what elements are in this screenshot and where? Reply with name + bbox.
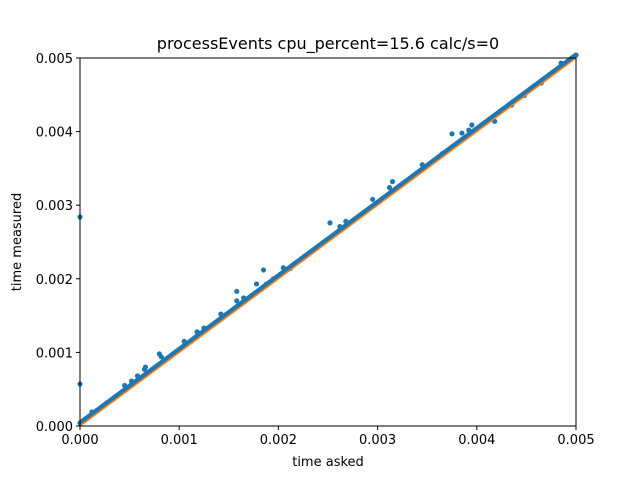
data-point [158, 354, 164, 360]
x-axis-ticks: 0.000 0.001 0.002 0.003 0.004 0.005 [61, 426, 595, 448]
data-point [327, 220, 333, 226]
data-point [234, 298, 240, 304]
x-tick-label: 0.004 [458, 433, 495, 448]
data-point [122, 382, 128, 389]
data-point [343, 218, 349, 224]
x-tick-label: 0.002 [260, 433, 297, 448]
x-tick-label: 0.005 [557, 433, 594, 448]
data-point [194, 329, 200, 335]
data-point [459, 130, 465, 136]
data-point [449, 131, 455, 137]
y-tick-label: 0.003 [36, 199, 73, 214]
y-tick-label: 0.002 [36, 273, 73, 288]
x-tick-label: 0.003 [359, 433, 396, 448]
data-point [234, 288, 240, 294]
x-tick-label: 0.000 [61, 433, 98, 448]
reference-line [79, 57, 577, 427]
data-point [260, 267, 267, 273]
data-point [439, 151, 445, 157]
x-tick-label: 0.001 [161, 433, 198, 448]
data-point [241, 295, 247, 301]
plot-frame [79, 57, 577, 427]
data-point [201, 325, 207, 331]
data-point [253, 281, 260, 287]
data-point [89, 409, 95, 415]
data-point [558, 60, 564, 66]
y-axis-ticks: 0.000 0.001 0.002 0.003 0.004 0.005 [36, 52, 80, 435]
data-point [386, 184, 393, 191]
y-tick-label: 0.000 [36, 420, 73, 435]
chart-title: processEvents cpu_percent=15.6 calc/s=0 [157, 34, 499, 54]
data-point [263, 281, 270, 287]
data-point [128, 378, 135, 384]
data-point [466, 127, 472, 133]
points-layer [77, 52, 579, 426]
y-tick-label: 0.004 [36, 126, 73, 141]
y-tick-label: 0.005 [36, 52, 73, 67]
data-point [181, 338, 187, 344]
data-point [270, 276, 277, 282]
data-point [419, 162, 425, 168]
data-point [573, 52, 579, 58]
x-axis-label: time asked [292, 455, 364, 470]
data-point [389, 179, 396, 185]
data-point [280, 265, 286, 271]
y-axis-label: time measured [10, 193, 25, 291]
data-point [469, 122, 475, 128]
data-point [142, 364, 149, 370]
data-point [337, 223, 343, 230]
reference-line-layer [79, 57, 577, 427]
data-point [134, 373, 141, 379]
data-point [218, 311, 224, 317]
data-point [370, 196, 376, 202]
y-tick-label: 0.001 [36, 346, 73, 361]
